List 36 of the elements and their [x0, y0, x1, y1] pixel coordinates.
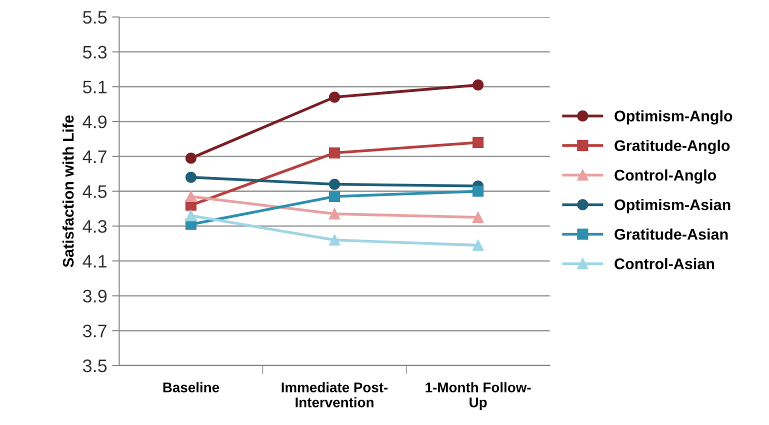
y-tick-label: 3.9: [82, 290, 107, 303]
point: [328, 92, 340, 103]
point: [185, 152, 197, 164]
legend-label: Gratitude-Asian: [614, 228, 728, 240]
y-axis-title: Satisfaction with Life: [62, 115, 74, 268]
point: [328, 208, 340, 220]
legend-label: Gratitude-Anglo: [614, 140, 730, 154]
point: [185, 172, 197, 183]
y-tick-label: 5.3: [83, 46, 107, 59]
point: [472, 212, 484, 223]
point: [328, 234, 340, 246]
point: [185, 190, 197, 202]
point: [472, 136, 484, 148]
legend-label: Optimism-Anglo: [614, 110, 732, 125]
y-tick-label: 5.5: [83, 11, 107, 24]
y-tick-label: 4.1: [82, 255, 107, 268]
y-tick-label: 3.5: [82, 359, 107, 372]
y-tick-label: 4.5: [82, 185, 107, 198]
x-tick-label: Immediate Post- Intervention: [282, 382, 388, 408]
point: [185, 210, 197, 222]
x-tick-label: 1-Month Follow- Up: [426, 382, 531, 410]
y-tick-label: 4.3: [82, 220, 107, 233]
legend-label: Control-Anglo: [614, 169, 716, 184]
legend-label: Optimism-Asian: [614, 198, 730, 214]
point: [472, 79, 484, 91]
y-tick-label: 5.1: [83, 80, 107, 94]
point: [472, 186, 484, 197]
point: [328, 147, 340, 158]
y-tick-label: 4.9: [82, 115, 107, 128]
point: [472, 240, 484, 251]
y-tick-label: 4.7: [82, 150, 106, 163]
y-tick-label: 3.7: [82, 324, 106, 338]
x-tick-label: Baseline: [163, 382, 220, 392]
point: [328, 178, 340, 190]
legend-label: Control-Asian: [614, 258, 714, 270]
point: [328, 190, 340, 202]
